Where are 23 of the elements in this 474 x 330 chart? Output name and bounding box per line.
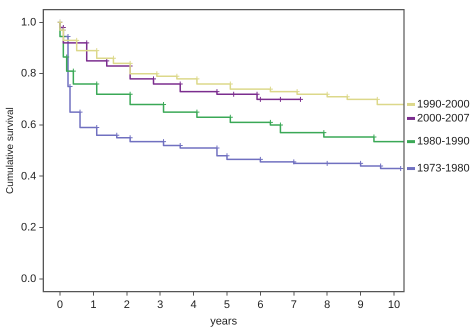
- x-tick-label: 0: [56, 299, 64, 312]
- y-tick-label: 0.8: [20, 68, 36, 80]
- y-tick-label: 0.2: [20, 222, 36, 234]
- x-tick-label: 4: [190, 299, 197, 312]
- x-tick-label: 5: [224, 299, 230, 312]
- y-tick-label: 0.4: [20, 170, 36, 182]
- x-tick-label: 6: [257, 299, 264, 312]
- legend-label: 2000-2007: [417, 112, 470, 124]
- x-tick-label: 10: [388, 299, 400, 312]
- x-tick-label: 9: [358, 299, 364, 312]
- y-axis-title: Cumulative survival: [4, 107, 16, 194]
- y-tick-label: 1.0: [20, 16, 36, 28]
- y-tick-label: 0.6: [20, 118, 36, 131]
- x-tick-label: 1: [90, 299, 96, 312]
- x-tick-label: 8: [324, 299, 330, 312]
- x-tick-label: 3: [157, 299, 164, 312]
- legend-label: 1980-1990: [417, 136, 470, 148]
- x-tick-label: 2: [124, 299, 130, 312]
- legend-label: 1990-2000: [417, 98, 470, 110]
- x-tick-label: 7: [290, 299, 297, 312]
- y-tick-label: 0.0: [20, 272, 36, 285]
- x-axis-title: years: [210, 315, 238, 328]
- legend-label: 1973-1980: [417, 162, 470, 175]
